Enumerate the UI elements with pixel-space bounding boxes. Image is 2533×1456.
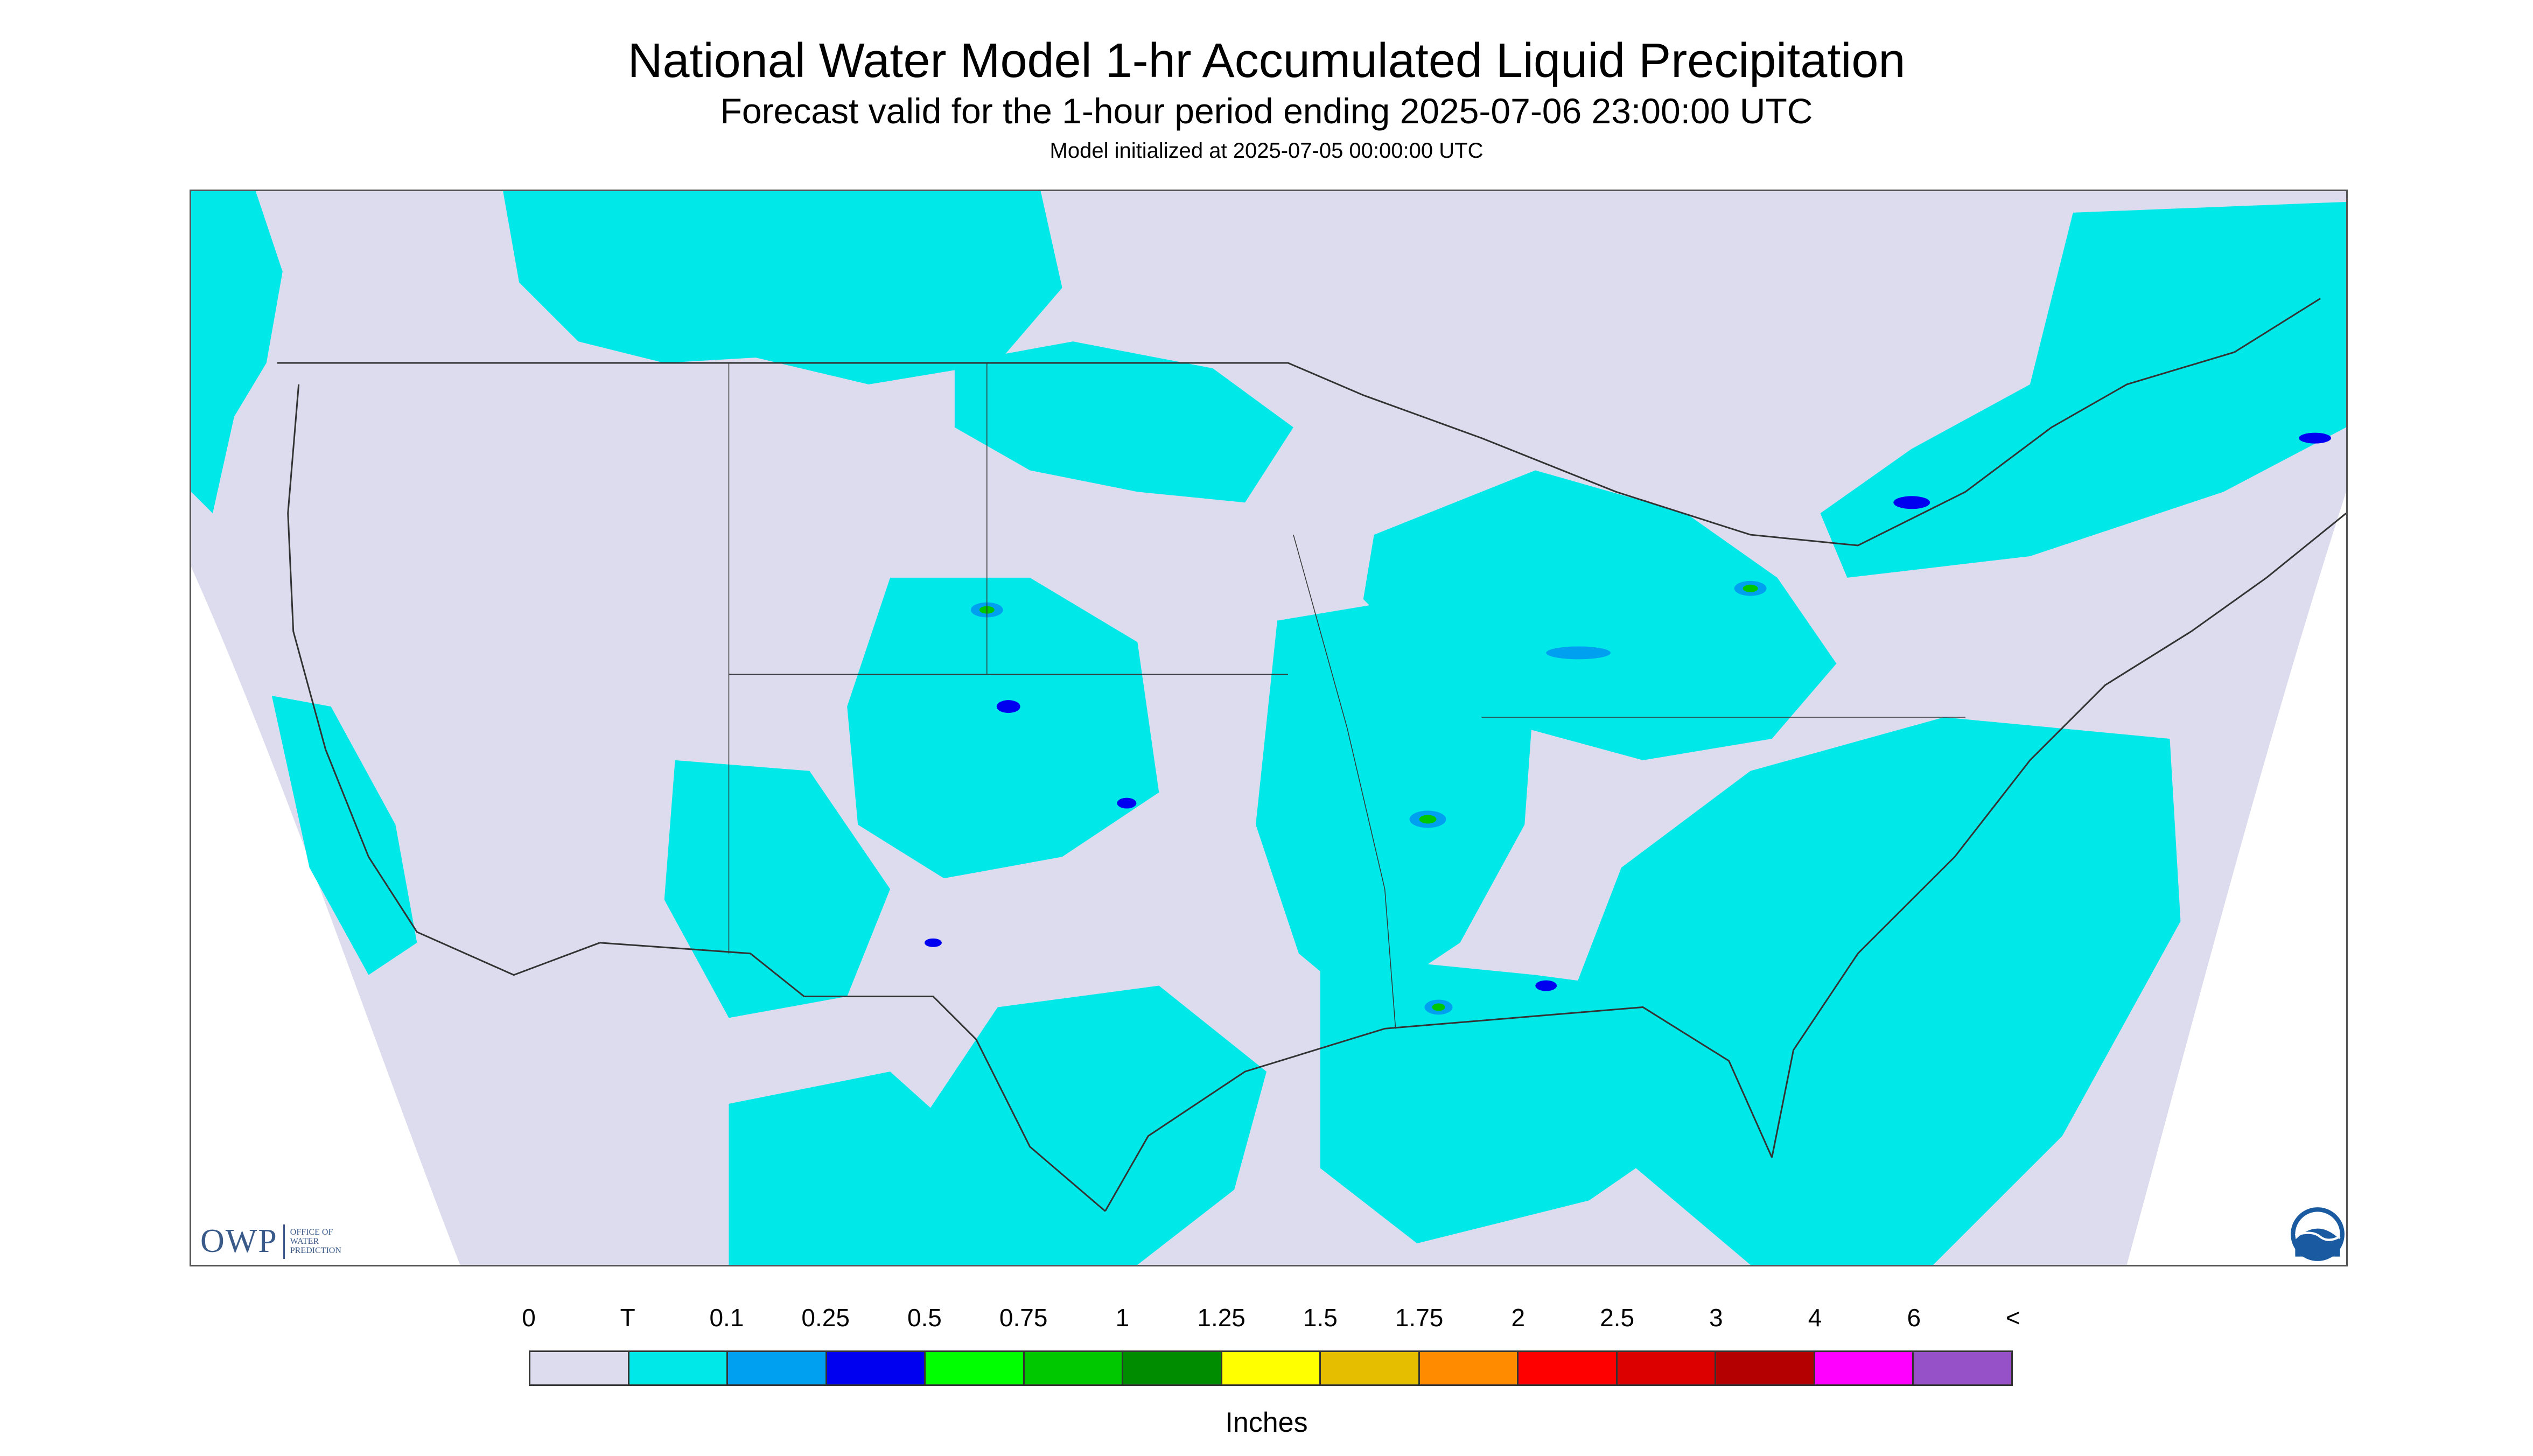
legend-tick-label: 4	[1808, 1304, 1822, 1332]
legend-tick-label: 0.1	[709, 1304, 744, 1332]
east-coast	[1771, 513, 2346, 1158]
legend-swatch	[827, 1352, 926, 1384]
precip-mexico	[729, 1072, 998, 1265]
legend-swatch	[629, 1352, 729, 1384]
state-line-mississippi	[1293, 534, 1396, 1029]
legend-swatch	[1321, 1352, 1420, 1384]
legend-swatch	[1519, 1352, 1618, 1384]
legend-swatch	[1617, 1352, 1717, 1384]
cell-michigan-core	[1743, 584, 1758, 592]
legend-tick-label: 0	[522, 1304, 536, 1332]
legend-swatch	[926, 1352, 1025, 1384]
cell-alabama	[1535, 980, 1557, 991]
legend-tick-label: 0.25	[801, 1304, 850, 1332]
trace-precip-areas	[191, 191, 2346, 1265]
owp-logo: OWP OFFICE OF WATER PREDICTION	[200, 1222, 355, 1261]
legend-tick-label: <	[2005, 1304, 2020, 1332]
cell-illinois	[1546, 646, 1611, 660]
legend-tick-label: 1	[1115, 1304, 1130, 1332]
legend-colorbar	[529, 1350, 2013, 1386]
precip-southeast	[1568, 717, 2181, 1265]
precip-north-plains	[954, 341, 1293, 503]
precip-central-plains	[847, 577, 1159, 879]
legend-swatch	[1815, 1352, 1914, 1384]
gulf-coast	[1104, 1006, 1773, 1212]
chart-title: National Water Model 1-hr Accumulated Li…	[627, 34, 1906, 88]
cell-missouri-core	[1419, 815, 1437, 824]
legend-swatch	[530, 1352, 629, 1384]
precip-central	[1256, 599, 1536, 1007]
legend-tick-label: 1.75	[1395, 1304, 1444, 1332]
us-canada-border	[277, 298, 2321, 547]
model-init-label: Model initialized at 2025-07-05 00:00:00…	[1049, 139, 1484, 163]
map-svg	[191, 191, 2346, 1265]
legend-tick-label: 1.25	[1197, 1304, 1245, 1332]
legend-units: Inches	[1225, 1407, 1308, 1438]
cell-maine	[2299, 432, 2332, 444]
cell-oklahoma	[1117, 797, 1137, 809]
west-coast	[287, 384, 600, 976]
legend-swatch	[1419, 1352, 1519, 1384]
owp-separator	[283, 1224, 285, 1259]
legend-swatch	[1716, 1352, 1815, 1384]
legend-swatch	[1914, 1352, 2011, 1384]
legend-tick-label: 0.5	[907, 1304, 942, 1332]
precipitation-map	[190, 190, 2348, 1266]
precip-canada-east	[1820, 201, 2346, 578]
legend-swatch	[1123, 1352, 1222, 1384]
chart-subtitle: Forecast valid for the 1-hour period end…	[720, 91, 1813, 131]
state-lines	[728, 363, 1966, 1029]
legend-tick-label: 3	[1709, 1304, 1723, 1332]
precip-canada-west	[191, 191, 283, 514]
cell-texas-west	[924, 938, 942, 947]
precip-southwest	[664, 760, 891, 1018]
noaa-logo-icon	[2291, 1207, 2345, 1261]
legend-tick-label: T	[620, 1304, 635, 1332]
owp-abbrev-text: OWP	[200, 1223, 278, 1259]
precip-pacific-coast	[271, 696, 417, 975]
cell-kansas	[996, 700, 1020, 713]
legend-tick-label: 2.5	[1600, 1304, 1635, 1332]
legend-tick-label: 1.5	[1303, 1304, 1338, 1332]
cell-quebec	[1893, 496, 1930, 509]
cell-louisiana-core	[1432, 1003, 1445, 1011]
legend-swatch	[1222, 1352, 1321, 1384]
precip-canada-prairie	[503, 191, 1062, 384]
legend-tick-label: 6	[1907, 1304, 1921, 1332]
owp-full-text: OFFICE OF WATER PREDICTION	[290, 1228, 341, 1255]
legend-swatch	[1024, 1352, 1124, 1384]
political-boundaries	[277, 298, 2346, 1212]
legend-tick-label: 2	[1511, 1304, 1526, 1332]
legend-tick-label: 0.75	[999, 1304, 1048, 1332]
intense-precip-cells	[924, 432, 2332, 1015]
legend-swatch	[728, 1352, 827, 1384]
us-mexico-border	[599, 942, 1106, 1212]
legend-tick-labels: 0 T 0.1 0.25 0.5 0.75 1 1.25 1.5 1.75 2 2.5 3 4 6 <	[0, 1303, 2533, 1341]
